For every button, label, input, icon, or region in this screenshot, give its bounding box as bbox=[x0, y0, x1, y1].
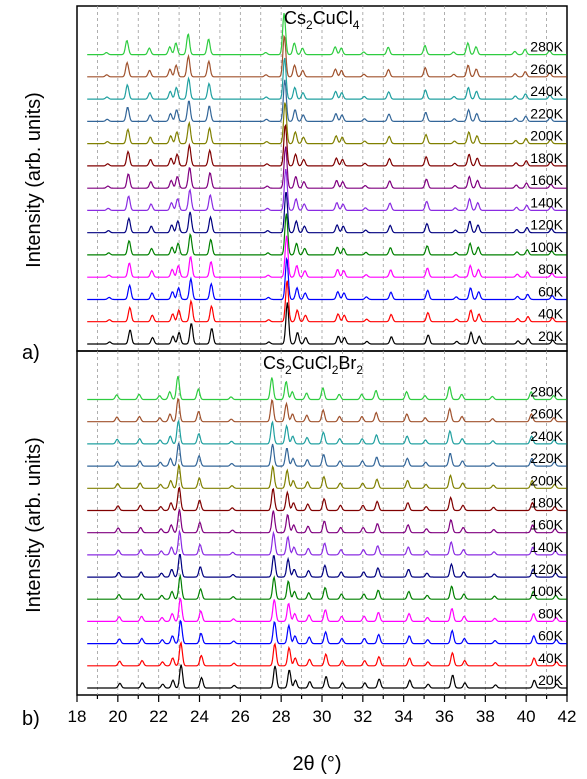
trace-80K bbox=[87, 235, 567, 278]
temperature-label: 160K bbox=[530, 517, 563, 533]
temperature-label: 60K bbox=[538, 628, 564, 644]
x-tick-label: 26 bbox=[231, 707, 250, 726]
x-axis-title: 2θ (°) bbox=[292, 753, 341, 775]
trace-220K bbox=[87, 79, 567, 123]
x-tick-label: 22 bbox=[149, 707, 168, 726]
trace-180K bbox=[87, 123, 567, 167]
temperature-label: 160K bbox=[530, 172, 563, 188]
temperature-label: 200K bbox=[530, 128, 563, 144]
temperature-label: 280K bbox=[530, 39, 563, 55]
x-tick-label: 34 bbox=[394, 707, 413, 726]
temperature-label: 120K bbox=[530, 561, 563, 577]
trace-40K bbox=[87, 641, 567, 667]
trace-60K bbox=[87, 619, 567, 645]
panel-title: Cs2CuCl4 bbox=[284, 8, 360, 32]
temperature-label: 80K bbox=[538, 261, 564, 277]
temperature-label: 60K bbox=[538, 283, 564, 299]
temperature-label: 100K bbox=[530, 583, 563, 599]
trace-280K bbox=[87, 13, 567, 56]
panel-a: 20K 40K 60K 80K 100K 120K 140K 160K 180K 200K 220K… bbox=[22, 5, 568, 364]
temperature-label: 80K bbox=[538, 605, 564, 621]
trace-260K bbox=[87, 34, 567, 78]
y-axis-title-top: Intensity (arb. units) bbox=[23, 92, 45, 268]
trace-200K bbox=[87, 102, 567, 145]
panel-b: 20K 40K 60K 80K 100K 120K 140K 160K 180K 200K 220K… bbox=[22, 350, 568, 730]
temperature-label: 180K bbox=[530, 150, 563, 166]
temperature-label: 140K bbox=[530, 194, 563, 210]
trace-160K bbox=[87, 509, 567, 534]
trace-80K bbox=[87, 597, 567, 622]
x-tick-label: 42 bbox=[558, 707, 577, 726]
trace-20K bbox=[87, 302, 567, 345]
temperature-label: 240K bbox=[530, 83, 563, 99]
trace-240K bbox=[87, 57, 567, 100]
temperature-label: 140K bbox=[530, 539, 563, 555]
panel-title: Cs2CuCl2Br2 bbox=[263, 353, 363, 377]
y-axis-title-bottom: Intensity (arb. units) bbox=[23, 437, 45, 613]
temperature-label: 40K bbox=[538, 650, 564, 666]
temperature-label: 40K bbox=[538, 306, 564, 322]
trace-220K bbox=[87, 442, 567, 467]
x-tick-label: 18 bbox=[68, 707, 87, 726]
trace-140K bbox=[87, 168, 567, 211]
temperature-label: 220K bbox=[530, 105, 563, 121]
x-tick-label: 28 bbox=[272, 707, 291, 726]
x-tick-label: 38 bbox=[476, 707, 495, 726]
trace-280K bbox=[87, 376, 567, 401]
x-tick-label: 24 bbox=[190, 707, 209, 726]
temperature-label: 20K bbox=[538, 328, 564, 344]
trace-40K bbox=[87, 280, 567, 323]
temperature-label: 120K bbox=[530, 217, 563, 233]
trace-160K bbox=[87, 146, 567, 189]
temperature-label: 260K bbox=[530, 61, 563, 77]
trace-120K bbox=[87, 554, 567, 578]
x-tick-label: 40 bbox=[517, 707, 536, 726]
temperature-label: 200K bbox=[530, 472, 563, 488]
trace-200K bbox=[87, 463, 567, 489]
panel-letter: b) bbox=[22, 708, 40, 730]
trace-100K bbox=[87, 573, 567, 600]
trace-20K bbox=[87, 664, 567, 689]
x-tick-label: 32 bbox=[353, 707, 372, 726]
x-tick-label: 20 bbox=[108, 707, 127, 726]
trace-240K bbox=[87, 419, 567, 445]
trace-140K bbox=[87, 529, 567, 556]
temperature-label: 20K bbox=[538, 672, 564, 688]
x-tick-label: 36 bbox=[435, 707, 454, 726]
trace-180K bbox=[87, 486, 567, 512]
trace-60K bbox=[87, 257, 567, 301]
trace-100K bbox=[87, 213, 567, 256]
x-tick-label: 30 bbox=[313, 707, 332, 726]
temperature-label: 280K bbox=[530, 384, 563, 400]
temperature-label: 220K bbox=[530, 450, 563, 466]
temperature-label: 260K bbox=[530, 406, 563, 422]
trace-120K bbox=[87, 192, 567, 234]
trace-260K bbox=[87, 397, 567, 423]
temperature-label: 240K bbox=[530, 428, 563, 444]
x-axis: 18 20 22 24 26 28 30 32 34 36 38 40 42 bbox=[68, 695, 577, 726]
temperature-label: 180K bbox=[530, 494, 563, 510]
panel-letter: a) bbox=[22, 342, 40, 364]
temperature-label: 100K bbox=[530, 239, 563, 255]
